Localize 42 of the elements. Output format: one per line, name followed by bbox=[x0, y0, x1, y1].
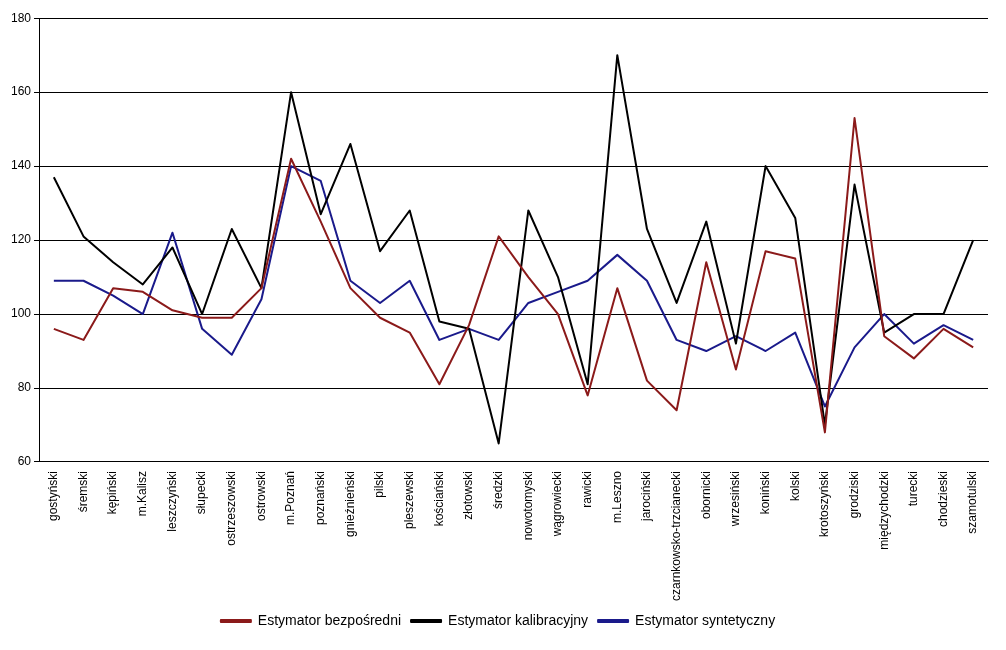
y-tick-label: 80 bbox=[17, 380, 32, 395]
legend-label: Estymator bezpośredni bbox=[257, 611, 402, 628]
x-tick-label: śremski bbox=[75, 470, 90, 513]
x-tick-label: kępiński bbox=[105, 470, 120, 515]
x-tick-label: nowotomyski bbox=[520, 470, 535, 541]
x-tick-label: wrzesiński bbox=[728, 470, 743, 528]
x-tick-label: ostrowski bbox=[253, 470, 268, 521]
y-tick-label: 140 bbox=[10, 158, 32, 173]
x-tick-label: szamotulski bbox=[965, 470, 980, 534]
x-tick-label: kościański bbox=[431, 470, 446, 527]
x-tick-label: krotoszyński bbox=[817, 470, 832, 537]
x-tick-label: chodzieski bbox=[935, 470, 950, 527]
x-tick-label: ostrzeszowski bbox=[224, 470, 239, 546]
y-tick-label: 160 bbox=[10, 84, 32, 99]
legend-label: Estymator syntetyczny bbox=[635, 611, 776, 628]
y-tick-label: 60 bbox=[17, 454, 32, 469]
x-tick-label: m.Leszno bbox=[609, 470, 624, 523]
x-tick-label: kolski bbox=[787, 470, 802, 501]
x-tick-label: pleszewski bbox=[402, 470, 417, 529]
y-tick-label: 180 bbox=[10, 10, 32, 25]
x-tick-label: koniński bbox=[757, 470, 772, 515]
x-tick-label: turecki bbox=[906, 470, 921, 507]
y-tick-label: 120 bbox=[10, 232, 32, 247]
x-tick-label: słupecki bbox=[194, 470, 209, 515]
x-tick-label: jarociński bbox=[639, 470, 654, 522]
x-tick-label: średzki bbox=[491, 470, 505, 509]
x-tick-label: międzychodzki bbox=[876, 470, 891, 550]
x-tick-label: wągrowiecki bbox=[550, 470, 565, 538]
x-tick-label: złotowski bbox=[461, 470, 476, 520]
x-tick-label: grodziski bbox=[846, 470, 861, 519]
x-tick-label: czarnkowsko-trzcianecki bbox=[668, 470, 683, 602]
x-tick-label: poznański bbox=[313, 470, 328, 526]
x-tick-label: obornicki bbox=[698, 470, 713, 519]
legend-label: Estymator kalibracyjny bbox=[448, 611, 589, 628]
y-tick-label: 100 bbox=[10, 306, 32, 321]
x-tick-label: leszczyński bbox=[164, 470, 179, 532]
x-tick-label: pilski bbox=[372, 470, 387, 498]
x-tick-label: m.Kalisz bbox=[135, 470, 150, 517]
x-tick-label: m.Poznań bbox=[283, 470, 298, 525]
x-tick-label: rawicki bbox=[579, 470, 594, 508]
x-tick-label: gostyński bbox=[46, 470, 61, 521]
x-tick-label: gnieźnieński bbox=[342, 470, 357, 538]
